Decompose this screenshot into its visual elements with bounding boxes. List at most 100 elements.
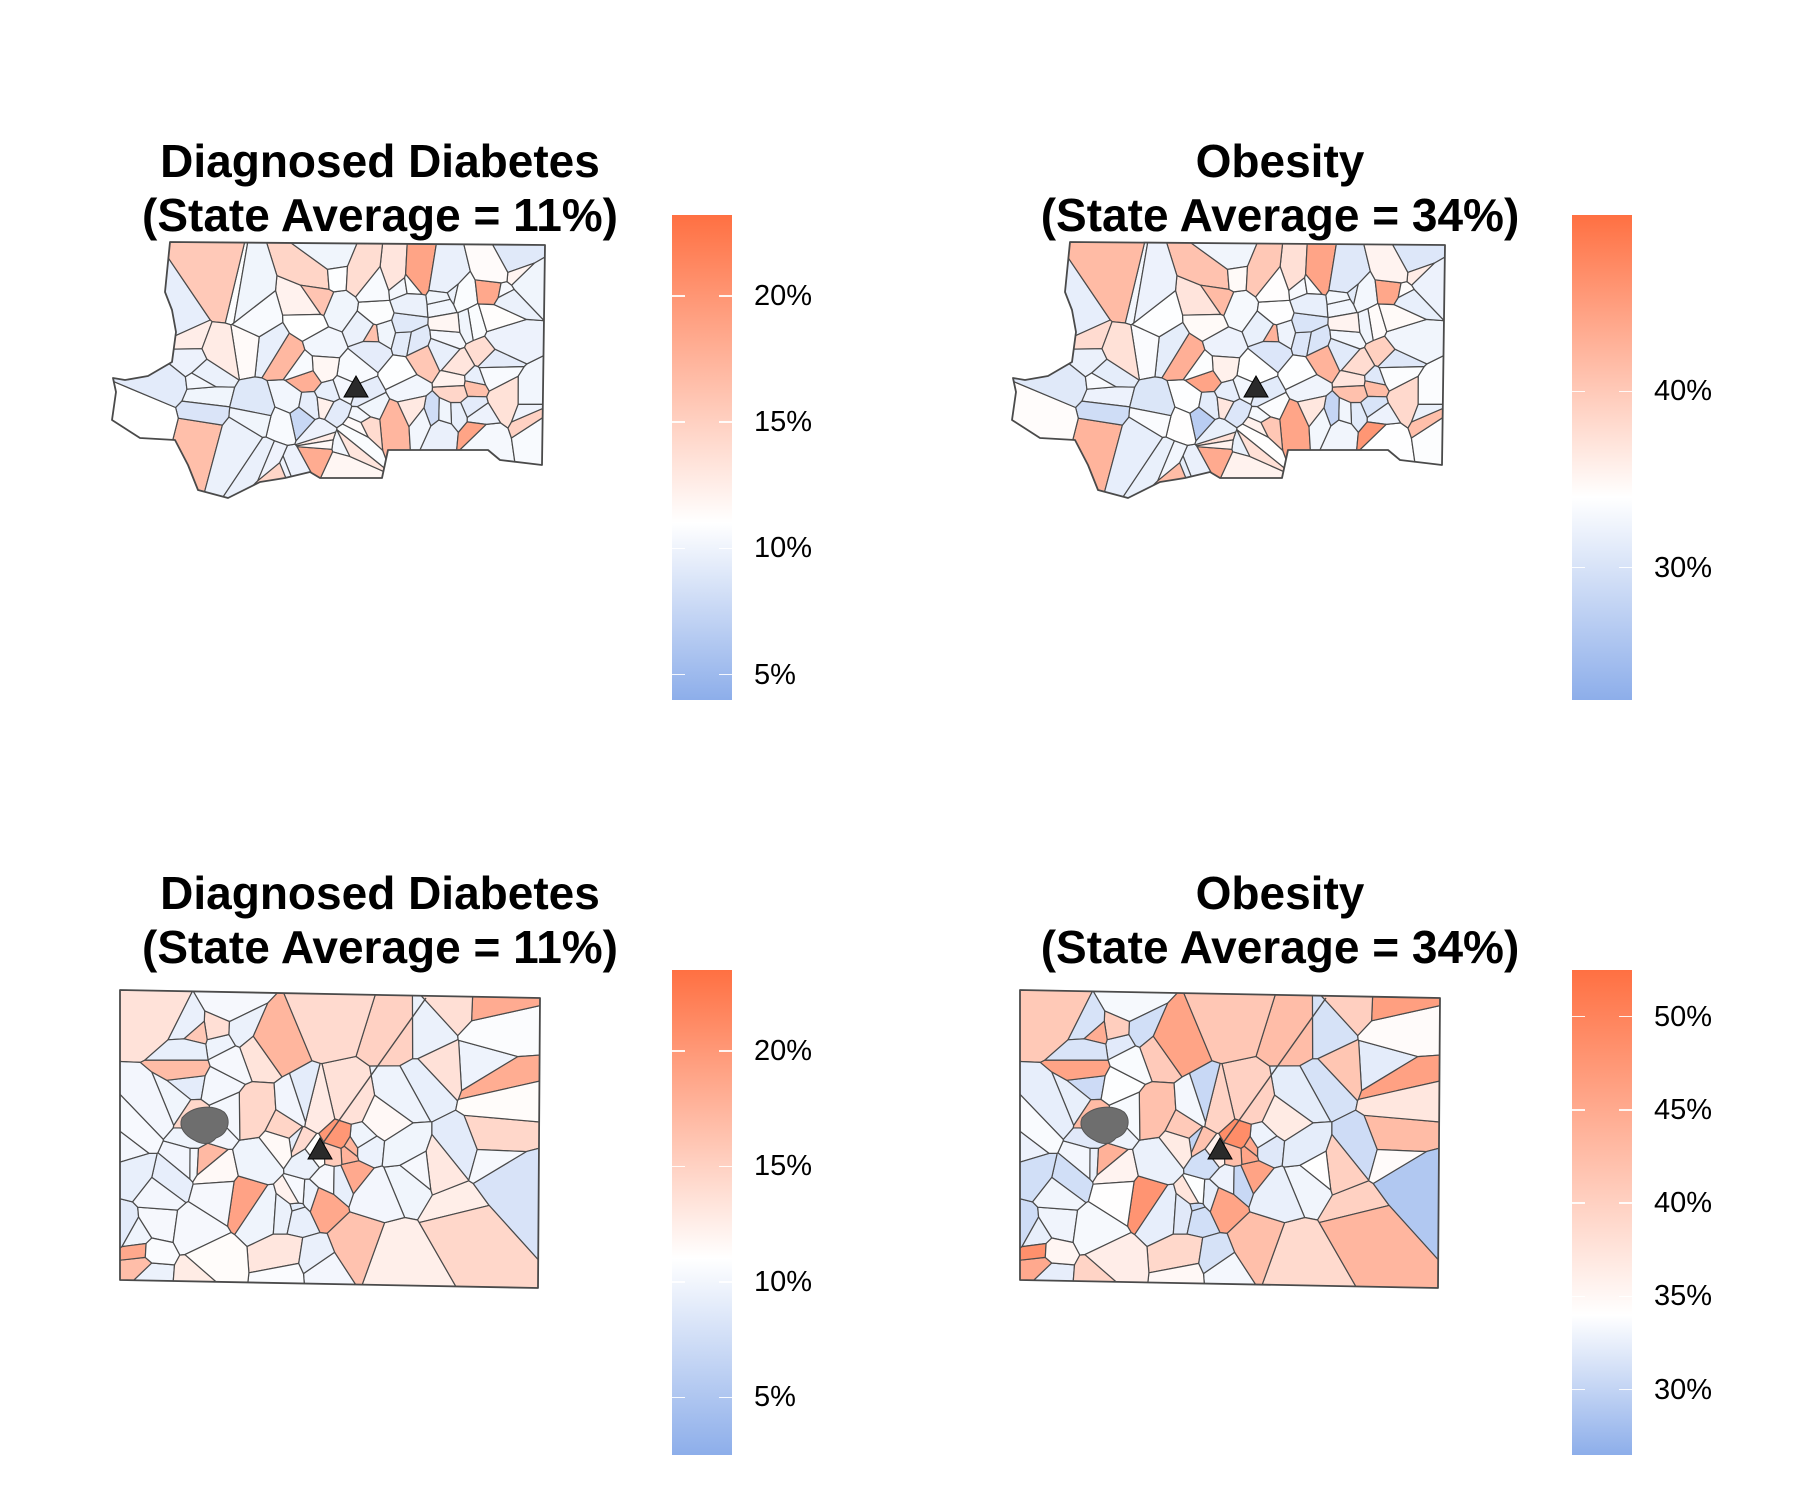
census-tract (187, 1180, 235, 1227)
census-tract (1061, 1254, 1152, 1288)
census-tract (282, 349, 314, 381)
legend-tick-label: 50% (1654, 1000, 1713, 1033)
census-tract (1407, 401, 1445, 439)
census-tract (1181, 990, 1287, 1065)
diabetes-map-panel-top: Diagnosed Diabetes (State Average = 11%)… (0, 0, 900, 750)
choropleth-map (111, 241, 546, 499)
census-tract (1020, 1262, 1076, 1288)
census-tract (1172, 1174, 1200, 1205)
legend-tick-mark (672, 1396, 685, 1398)
census-tract (440, 346, 476, 377)
census-tract (184, 372, 217, 390)
census-tract (1223, 1142, 1243, 1167)
color-scale-legend: 20% 15% 10% 5% (672, 970, 812, 1455)
census-tract (273, 1072, 307, 1128)
map-title-line-1: Diagnosed Diabetes (160, 867, 600, 919)
tract-layer (1020, 990, 1440, 1288)
census-tract (1182, 349, 1214, 381)
choropleth-map (1019, 989, 1441, 1289)
census-tract (184, 1231, 250, 1288)
location-marker-icon (343, 374, 369, 398)
census-tract (348, 1165, 406, 1224)
location-marker-icon (307, 1136, 333, 1160)
location-marker-icon (1207, 1136, 1233, 1160)
census-tract (295, 439, 334, 450)
census-tract (132, 1176, 187, 1211)
census-tract (1084, 1231, 1150, 1288)
map-title: Obesity (State Average = 34%) (980, 134, 1580, 242)
census-tract (233, 242, 278, 324)
census-tract (1179, 455, 1241, 498)
census-tract (298, 1232, 336, 1275)
county-boundary (119, 989, 541, 1289)
legend-tick-mark (719, 295, 732, 297)
tract-layer (112, 242, 545, 498)
census-tract (1248, 1165, 1306, 1224)
legend-tick-mark (1572, 1109, 1585, 1111)
census-tract (1157, 440, 1189, 482)
census-tract (1255, 990, 1314, 1067)
map-title-line-1: Obesity (1195, 867, 1365, 919)
color-gradient-bar (672, 970, 732, 1455)
legend-tick-label: 10% (754, 1265, 813, 1298)
census-tract (201, 321, 241, 381)
census-tract (1195, 439, 1234, 450)
obesity-map-panel-bottom: Obesity (State Average = 34%) 50% 45% 40% 3… (900, 750, 1800, 1500)
census-tract (318, 1118, 352, 1149)
census-tract (507, 401, 545, 439)
tract-layer (1012, 242, 1445, 498)
census-tract (120, 1100, 150, 1175)
census-tract (1084, 372, 1117, 390)
legend-tick-mark (719, 547, 732, 550)
census-tract (427, 311, 461, 333)
legend-tick-mark (719, 421, 732, 423)
legend-tick-label: 40% (1654, 375, 1713, 408)
census-tract (1182, 313, 1230, 343)
census-tract (455, 1048, 540, 1130)
map-title-line-2: (State Average = 11%) (142, 189, 618, 241)
legend-tick-mark (672, 1165, 685, 1168)
legend-tick-mark (1572, 1202, 1585, 1204)
census-tract (144, 1237, 181, 1266)
legend-tick-mark (1572, 1015, 1585, 1018)
legend-tick-label: 40% (1654, 1187, 1713, 1220)
map-title: Diagnosed Diabetes (State Average = 11%) (80, 866, 680, 974)
color-gradient-bar (672, 215, 732, 700)
legend-tick-mark (719, 1396, 732, 1398)
census-tract (1020, 1057, 1064, 1154)
census-tract (1101, 321, 1141, 381)
legend-tick-label: 5% (754, 658, 796, 691)
legend-tick-mark (1572, 390, 1585, 393)
census-tract (1357, 242, 1409, 284)
census-tract (418, 1204, 540, 1288)
census-tract (161, 1254, 252, 1288)
census-tract (1032, 1176, 1087, 1211)
color-scale-legend: 50% 45% 40% 35% 30% (1572, 970, 1712, 1455)
census-tract (1044, 1038, 1109, 1061)
legend-tick-mark (719, 1165, 732, 1168)
map-title-line-2: (State Average = 34%) (1040, 189, 1520, 241)
color-scale-legend: 40% 30% (1572, 215, 1712, 700)
legend-tick-label: 30% (1654, 551, 1713, 584)
no-data-area (180, 1106, 229, 1144)
legend-tick-label: 10% (754, 532, 813, 565)
census-tract (123, 417, 224, 498)
legend-tick-mark (1572, 566, 1585, 569)
census-tract (1023, 417, 1124, 498)
legend-tick-mark (1619, 1109, 1632, 1111)
census-tract (457, 242, 509, 284)
county-boundary (1019, 989, 1441, 1289)
map-title-line-1: Obesity (1195, 135, 1365, 187)
census-tract (343, 1135, 359, 1158)
census-tract (1327, 311, 1361, 333)
census-tract (120, 1057, 164, 1154)
map-title: Diagnosed Diabetes (State Average = 11%) (80, 134, 680, 242)
census-tract (1368, 1148, 1427, 1185)
census-tract (112, 366, 179, 498)
census-tract (1020, 1256, 1053, 1288)
legend-tick-label: 15% (754, 406, 813, 439)
color-gradient-bar (1572, 215, 1632, 700)
census-tract (468, 1148, 527, 1185)
choropleth-map (119, 989, 541, 1289)
census-tract (389, 292, 429, 318)
